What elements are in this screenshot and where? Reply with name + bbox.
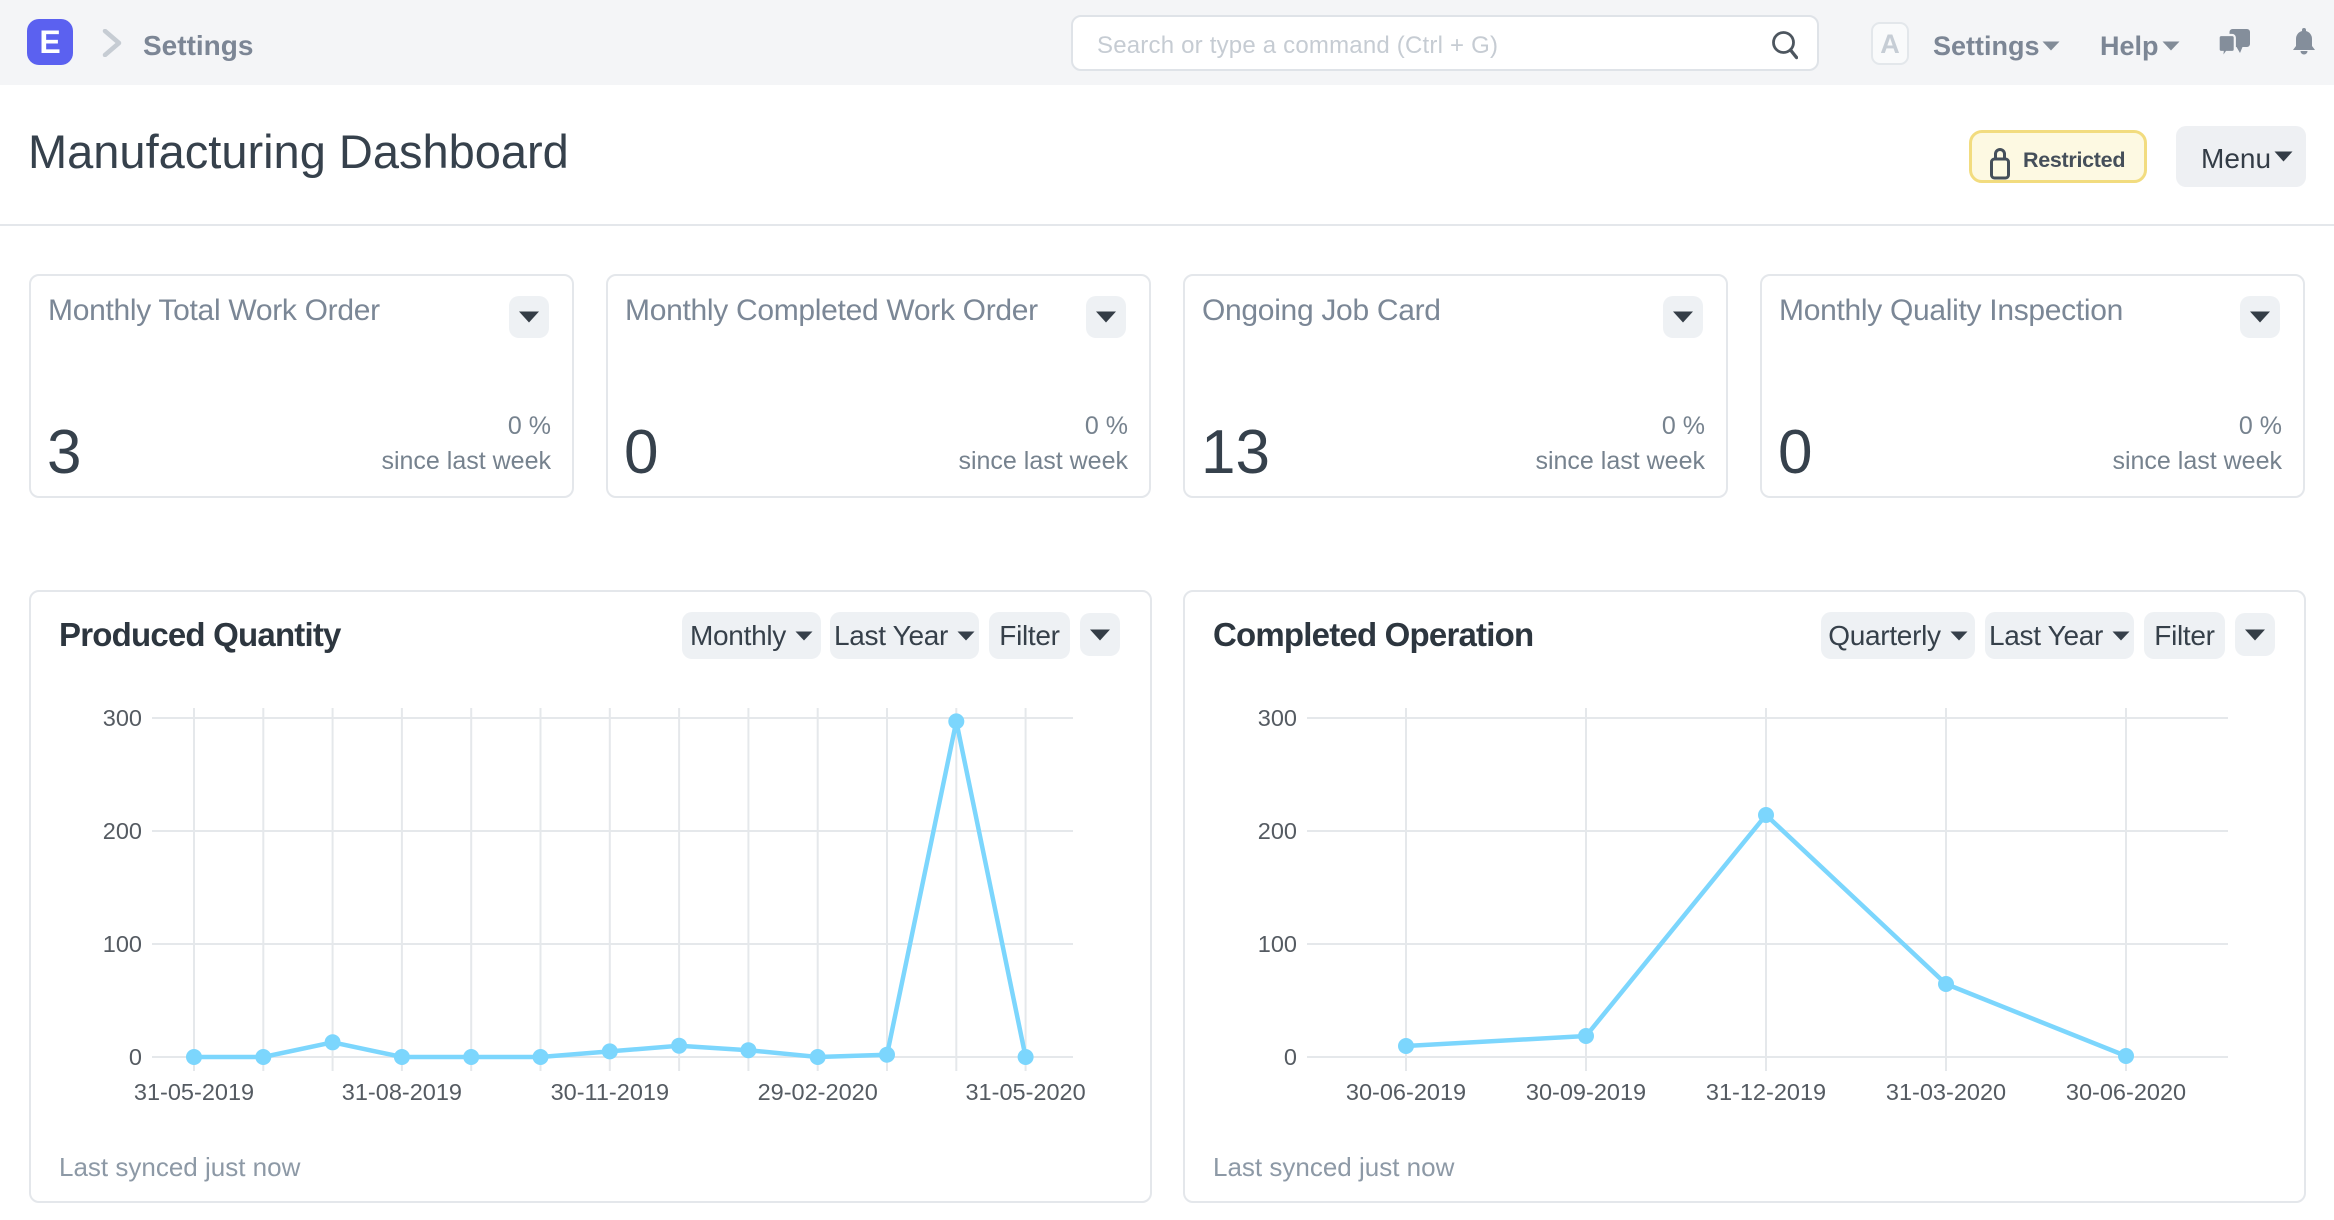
svg-text:30-06-2019: 30-06-2019 [1346, 1079, 1466, 1105]
svg-text:200: 200 [1258, 818, 1297, 844]
svg-text:29-02-2020: 29-02-2020 [758, 1079, 878, 1105]
svg-text:0: 0 [1284, 1044, 1297, 1070]
svg-text:31-03-2020: 31-03-2020 [1886, 1079, 2006, 1105]
svg-text:31-05-2020: 31-05-2020 [965, 1079, 1085, 1105]
svg-text:100: 100 [103, 931, 142, 957]
svg-text:0: 0 [129, 1044, 142, 1070]
svg-text:31-12-2019: 31-12-2019 [1706, 1079, 1826, 1105]
svg-text:100: 100 [1258, 931, 1297, 957]
svg-text:31-05-2019: 31-05-2019 [134, 1079, 254, 1105]
svg-text:200: 200 [103, 818, 142, 844]
svg-text:300: 300 [1258, 705, 1297, 731]
svg-text:30-11-2019: 30-11-2019 [551, 1079, 669, 1105]
svg-text:300: 300 [103, 705, 142, 731]
svg-text:31-08-2019: 31-08-2019 [342, 1079, 462, 1105]
svg-text:30-09-2019: 30-09-2019 [1526, 1079, 1646, 1105]
svg-text:30-06-2020: 30-06-2020 [2066, 1079, 2186, 1105]
